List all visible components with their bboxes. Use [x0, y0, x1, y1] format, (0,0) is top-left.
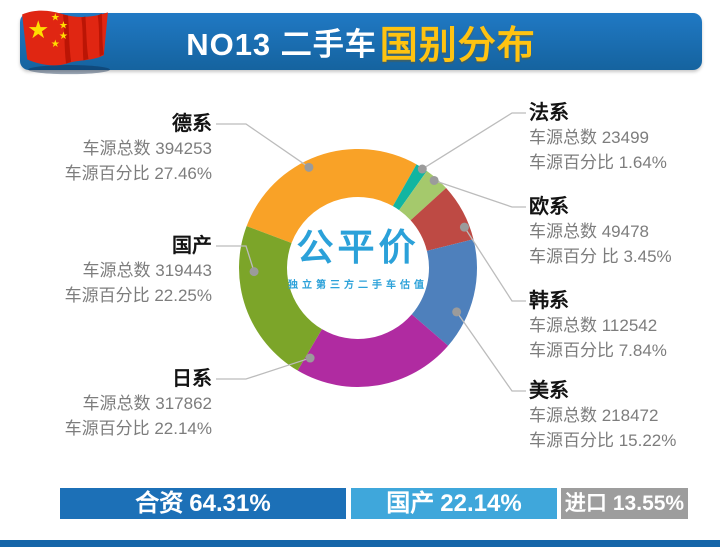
callout-connector-3	[433, 179, 526, 208]
donut-slice-2	[392, 164, 427, 211]
callout-count: 车源总数 319443	[82, 261, 212, 280]
callout-title: 美系	[529, 380, 569, 402]
footer-label: 合资	[135, 490, 184, 517]
callout-dot-4	[459, 222, 469, 232]
callout-percent: 车源百分 比 3.45%	[529, 247, 672, 266]
brand-logo-tagline: 独立第三方二手车估值	[288, 280, 428, 291]
callout-connector-6	[216, 357, 311, 380]
footer-value: 64.31%	[189, 490, 271, 517]
bottom-strip	[0, 540, 720, 547]
footer-label: 进口	[564, 492, 607, 515]
footer-value: 13.55%	[612, 492, 685, 515]
callout-percent: 车源百分比 22.25%	[64, 286, 212, 305]
callout-germany: 德系 车源总数 394253 车源百分比 27.46%	[32, 112, 212, 186]
callout-title: 法系	[529, 102, 569, 124]
callout-title: 日系	[172, 368, 212, 390]
svg-text:★: ★	[59, 21, 68, 32]
callout-connector-1	[216, 123, 310, 168]
callout-percent: 车源百分比 1.64%	[529, 153, 667, 172]
callout-percent: 车源百分比 22.14%	[64, 419, 212, 438]
footer-bar-imported: 进口 13.55%	[561, 488, 688, 519]
header-bar: NO13 二手车 国别分布	[20, 13, 702, 70]
callout-title: 国产	[172, 235, 212, 257]
svg-text:★: ★	[51, 13, 60, 24]
footer-value: 22.14%	[440, 490, 522, 517]
callout-dot-1	[304, 162, 314, 172]
callout-title: 欧系	[529, 196, 569, 218]
callout-connector-7	[216, 245, 255, 272]
callout-count: 车源总数 394253	[82, 139, 212, 158]
callout-dot-3	[429, 175, 439, 185]
svg-text:★: ★	[51, 39, 60, 50]
page-title-prefix: NO13 二手车	[186, 27, 377, 62]
callout-count: 车源总数 49478	[529, 222, 649, 241]
center-logo: 公平价 独立第三方二手车估值	[258, 227, 458, 292]
svg-text:★: ★	[59, 31, 68, 42]
callout-count: 车源总数 218472	[529, 406, 659, 425]
callout-france: 法系 车源总数 23499 车源百分比 1.64%	[529, 101, 719, 175]
brand-logo-text: 公平价	[296, 227, 420, 268]
callout-count: 车源总数 317862	[82, 394, 212, 413]
callout-percent: 车源百分比 7.84%	[529, 341, 667, 360]
china-flag-icon: ★ ★ ★ ★ ★	[22, 10, 110, 75]
callout-japan: 日系 车源总数 317862 车源百分比 22.14%	[32, 367, 212, 441]
callout-korea: 韩系 车源总数 112542 车源百分比 7.84%	[529, 289, 719, 363]
callout-percent: 车源百分比 15.22%	[529, 431, 677, 450]
footer-label: 国产	[386, 490, 435, 517]
callout-connector-2	[421, 112, 526, 170]
callout-title: 德系	[172, 113, 212, 135]
callout-america: 美系 车源总数 218472 车源百分比 15.22%	[529, 379, 719, 453]
callout-count: 车源总数 112542	[529, 316, 658, 335]
callout-domestic: 国产 车源总数 319443 车源百分比 22.25%	[32, 234, 212, 308]
callout-connector-5	[456, 311, 526, 392]
callout-europe: 欧系 车源总数 49478 车源百分 比 3.45%	[529, 195, 719, 269]
callout-dot-5	[452, 307, 462, 317]
footer-bar-domestic: 国产 22.14%	[351, 488, 557, 519]
callout-dot-6	[305, 353, 315, 363]
svg-text:★: ★	[27, 17, 49, 44]
callout-connector-4	[463, 226, 526, 302]
donut-slice-3	[399, 170, 447, 221]
callout-count: 车源总数 23499	[529, 128, 649, 147]
page-title-highlight: 国别分布	[379, 25, 536, 67]
callout-title: 韩系	[529, 290, 569, 312]
footer-bar-joint-venture: 合资 64.31%	[60, 488, 346, 519]
callout-dot-2	[417, 164, 427, 174]
callout-percent: 车源百分比 27.46%	[64, 164, 212, 183]
donut-slice-6	[297, 314, 449, 387]
